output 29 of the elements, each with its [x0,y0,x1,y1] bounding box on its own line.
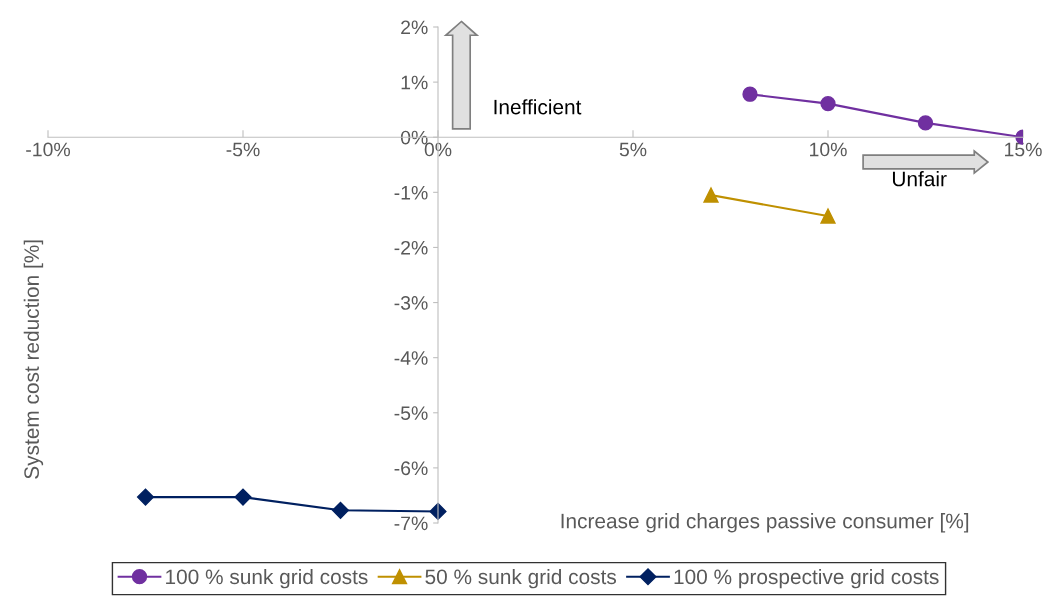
x-tick-label: 15% [1005,142,1042,157]
y-tick-label: -2% [394,240,428,255]
y-tick-label: 2% [401,20,428,35]
y-axis-title: System cost reduction [%] [23,240,44,479]
y-tick-label: -6% [394,461,428,476]
y-tick-label: 1% [401,75,428,90]
point [331,501,350,519]
point [136,488,155,506]
x-tick-label: 10% [810,142,847,157]
x-tick-label: 5% [619,142,647,157]
point [703,187,719,203]
x-tick-label: -10% [26,142,71,157]
legend-label: 50 % sunk grid costs [425,568,617,589]
annotation: Unfair [892,171,947,187]
annotation: Inefficient [494,99,582,115]
point [820,95,836,112]
legend-label: 100 % sunk grid costs [166,568,368,589]
y-tick-label: -1% [394,185,428,200]
point [234,488,252,506]
point [742,86,758,102]
point [820,208,836,224]
y-tick-label: -3% [394,296,428,310]
x-tick-label: -5% [226,142,260,157]
legend-label: 100 % prospective grid costs [674,568,939,589]
y-tick-label: -4% [394,351,428,365]
y-tick-label: -7% [394,516,428,531]
y-tick-label: -5% [394,406,428,421]
point [917,115,934,131]
x-axis-title: Increase grid charges passive consumer [%] [561,513,969,533]
